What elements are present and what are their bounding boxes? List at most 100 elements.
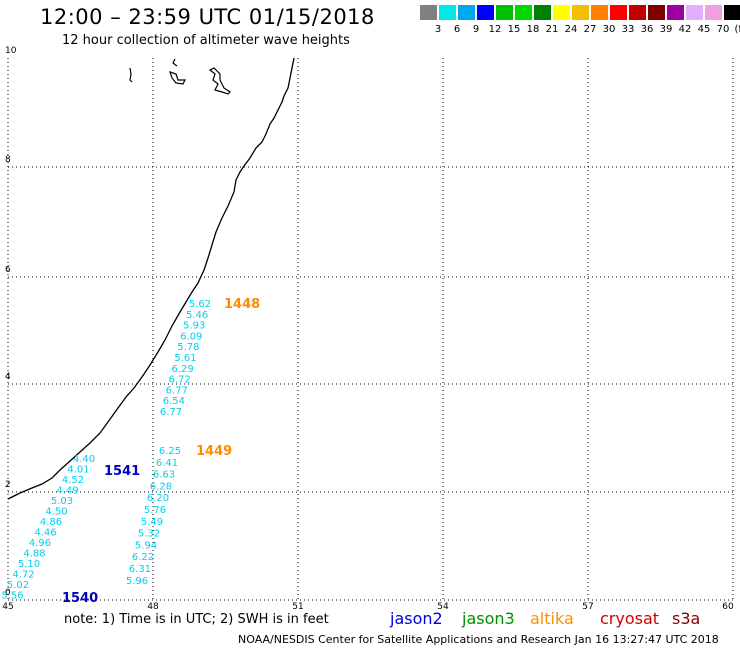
scale-label: 18 — [526, 24, 540, 35]
y-tick-label: 4 — [5, 372, 11, 382]
pass-time-label: 1541 — [104, 464, 140, 479]
wave-height-value: 5.32 — [138, 529, 160, 540]
footer-note: note: 1) Time is in UTC; 2) SWH is in fe… — [64, 612, 329, 627]
wave-height-value: 4.52 — [62, 475, 84, 486]
map-title: 12:00 – 23:59 UTC 01/15/2018 — [40, 5, 375, 29]
pass-time-label: 1449 — [196, 444, 232, 459]
x-tick-label: 48 — [147, 602, 159, 612]
wave-height-value: 4.96 — [29, 538, 51, 549]
x-tick-label: 54 — [437, 602, 449, 612]
scale-swatch — [629, 5, 646, 20]
scale-swatch — [667, 5, 684, 20]
wave-height-value: 5.94 — [135, 540, 157, 551]
wave-height-value: 5.10 — [18, 559, 40, 570]
x-tick-label: 45 — [2, 602, 14, 612]
wave-height-value: 5.76 — [144, 505, 166, 516]
wave-height-value: 6.29 — [171, 364, 193, 375]
scale-swatch — [477, 5, 494, 20]
wave-height-value: 6.28 — [150, 481, 172, 492]
scale-swatch — [439, 5, 456, 20]
scale-swatch — [686, 5, 703, 20]
wave-height-value: 6.54 — [163, 396, 185, 407]
wave-height-value: 6.22 — [132, 552, 154, 563]
scale-label: 70 — [716, 24, 730, 35]
pass-time-label: 1540 — [62, 591, 98, 606]
wave-height-value: 5.96 — [126, 576, 148, 587]
x-tick-label: 57 — [582, 602, 594, 612]
wave-height-value: 5.02 — [7, 580, 29, 591]
coastline — [7, 57, 295, 500]
wave-height-value: 5.62 — [189, 299, 211, 310]
scale-label: 12 — [488, 24, 502, 35]
scale-swatch — [458, 5, 475, 20]
scale-label: 45 — [697, 24, 711, 35]
wave-height-value: 4.46 — [34, 528, 56, 539]
island-cluster — [169, 58, 186, 85]
scale-swatch — [572, 5, 589, 20]
y-tick-label: 8 — [5, 155, 11, 165]
scale-label: 30 — [602, 24, 616, 35]
scale-label: 24 — [564, 24, 578, 35]
map-grid — [7, 58, 734, 601]
legend-altika: altika — [530, 609, 574, 628]
scale-swatch — [534, 5, 551, 20]
scale-swatch — [724, 5, 740, 20]
wave-height-value: 6.77 — [166, 385, 188, 396]
wave-height-value: 4.50 — [45, 507, 67, 518]
scale-label: 36 — [640, 24, 654, 35]
scale-label: 39 — [659, 24, 673, 35]
legend-jason2: jason2 — [390, 609, 443, 628]
wave-height-value: 5.49 — [141, 517, 163, 528]
island-small-1 — [129, 67, 133, 83]
wave-height-value: 5.46 — [186, 310, 208, 321]
wave-height-value: 5.56 — [1, 591, 23, 602]
scale-swatch — [705, 5, 722, 20]
scale-swatch — [648, 5, 665, 20]
scale-swatch — [496, 5, 513, 20]
island-large — [208, 67, 231, 95]
wave-height-value: 5.78 — [177, 342, 199, 353]
scale-label: 27 — [583, 24, 597, 35]
scale-swatch — [420, 5, 437, 20]
wave-height-value: 5.93 — [183, 321, 205, 332]
wave-height-value: 4.49 — [56, 486, 78, 497]
wave-height-value: 6.09 — [180, 331, 202, 342]
scale-unit: (ft) — [734, 24, 740, 35]
scale-swatch — [591, 5, 608, 20]
legend-jason3: jason3 — [462, 609, 515, 628]
y-tick-label: 6 — [5, 265, 11, 275]
altimeter-observations: 4.404.014.524.495.034.504.864.464.964.88… — [1, 297, 260, 606]
wave-height-value: 6.41 — [156, 458, 178, 469]
scale-label: 3 — [434, 24, 442, 35]
wave-height-value: 4.01 — [67, 465, 89, 476]
wave-height-value: 4.88 — [23, 549, 45, 560]
y-tick-label: 0 — [5, 588, 11, 598]
wave-height-value: 5.03 — [51, 496, 73, 507]
wave-height-value: 6.77 — [160, 407, 182, 418]
wave-height-value: 4.40 — [73, 454, 95, 465]
scale-swatch — [515, 5, 532, 20]
wave-height-value: 4.86 — [40, 517, 62, 528]
scale-label: 33 — [621, 24, 635, 35]
wave-height-value: 6.25 — [159, 446, 181, 457]
scale-label: 15 — [507, 24, 521, 35]
scale-swatch — [553, 5, 570, 20]
scale-label: 6 — [453, 24, 461, 35]
x-tick-label: 60 — [722, 602, 734, 612]
x-tick-label: 51 — [292, 602, 304, 612]
wave-height-value: 6.20 — [147, 493, 169, 504]
wave-height-value: 6.31 — [129, 564, 151, 575]
pass-time-label: 1448 — [224, 297, 260, 312]
scale-label: 42 — [678, 24, 692, 35]
scale-label: 9 — [472, 24, 480, 35]
wave-height-value: 6.63 — [153, 470, 175, 481]
credit-line: NOAA/NESDIS Center for Satellite Applica… — [238, 633, 719, 646]
map-subtitle: 12 hour collection of altimeter wave hei… — [62, 33, 350, 48]
legend-cryosat: cryosat — [600, 609, 660, 628]
y-tick-label: 10 — [5, 46, 17, 56]
wave-height-value: 4.72 — [12, 570, 34, 581]
legend-s3a: s3a — [672, 609, 701, 628]
wave-height-value: 5.61 — [174, 353, 196, 364]
scale-label: 21 — [545, 24, 559, 35]
